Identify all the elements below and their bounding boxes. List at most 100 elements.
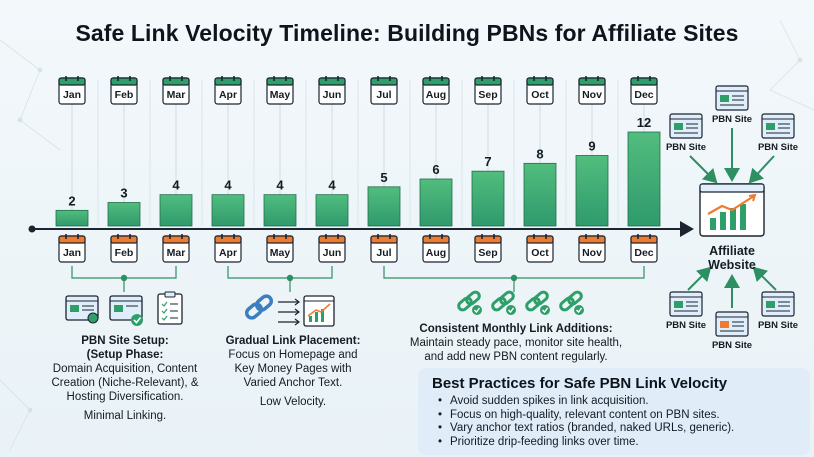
phase-gradual-line: Key Money Pages with bbox=[234, 363, 352, 375]
bar bbox=[419, 178, 453, 227]
bottom-calendar-icon: Jan bbox=[58, 234, 86, 263]
phase-setup-title: PBN Site Setup: bbox=[81, 335, 169, 347]
best-practice-item: Focus on high-quality, relevant content … bbox=[438, 409, 734, 423]
phase-gradual-line: Varied Anchor Text. bbox=[243, 377, 343, 389]
link-arrow bbox=[748, 155, 775, 184]
phase-setup-line: Creation (Niche-Relevant), & bbox=[51, 377, 199, 389]
top-calendar-icon: Feb bbox=[110, 76, 138, 105]
bar bbox=[55, 209, 89, 227]
bar bbox=[471, 170, 505, 227]
month-label: Feb bbox=[115, 247, 134, 259]
month-label: Jun bbox=[323, 89, 342, 101]
month-label: Mar bbox=[167, 89, 186, 101]
bottom-calendar-icon: Nov bbox=[578, 234, 606, 263]
checklist-icon bbox=[157, 291, 183, 325]
month-label: Apr bbox=[219, 247, 237, 259]
phase-gradual-line: Focus on Homepage and bbox=[228, 349, 358, 361]
bar-value-label: 12 bbox=[637, 115, 651, 130]
bar bbox=[367, 186, 401, 227]
pbn-site: PBN Site bbox=[712, 311, 752, 351]
month-label: Aug bbox=[426, 89, 446, 101]
month-label: Mar bbox=[167, 247, 186, 259]
month-label: Jun bbox=[323, 247, 342, 259]
phase-consistent-line: and add new PBN content regularly. bbox=[424, 351, 608, 363]
bar-value-label: 4 bbox=[328, 178, 336, 193]
bar-value-label: 2 bbox=[68, 193, 75, 208]
link-arrow bbox=[752, 266, 777, 291]
bar-series: 2 3 4 4 4 4 5 6 7 8 9 12 bbox=[55, 115, 661, 227]
setup-icons bbox=[65, 291, 183, 326]
top-calendar-icon: Dec bbox=[630, 76, 658, 105]
timeline-start-dot bbox=[28, 225, 36, 233]
arrows-icon bbox=[278, 298, 300, 326]
chain-check-icon bbox=[491, 290, 516, 315]
month-label: Dec bbox=[634, 89, 653, 101]
chain-check-icon bbox=[525, 290, 550, 315]
month-label: Apr bbox=[219, 89, 237, 101]
pbn-site: PBN Site bbox=[758, 113, 798, 153]
bottom-calendar-row: Jan Feb Mar Apr May Jun Jul Aug Sep Oct Nov Dec bbox=[58, 234, 658, 263]
top-calendar-icon: Jul bbox=[370, 76, 398, 105]
link-arrow bbox=[689, 155, 718, 184]
month-label: Dec bbox=[634, 247, 653, 259]
background-network bbox=[0, 19, 814, 451]
bar-value-label: 3 bbox=[120, 186, 127, 201]
bar-value-label: 8 bbox=[536, 146, 543, 161]
top-calendar-icon: Aug bbox=[422, 76, 450, 105]
top-calendar-icon: Mar bbox=[162, 76, 190, 105]
month-label: Nov bbox=[582, 89, 602, 101]
bar bbox=[159, 194, 193, 227]
top-calendar-icon: May bbox=[266, 76, 294, 105]
phase-gradual-note: Low Velocity. bbox=[259, 396, 327, 408]
month-label: Oct bbox=[531, 89, 549, 101]
bottom-calendar-icon: Sep bbox=[474, 234, 502, 263]
top-calendar-icon: Nov bbox=[578, 76, 606, 105]
phase-setup-line: Domain Acquisition, Content bbox=[52, 363, 198, 375]
bar-value-label: 5 bbox=[380, 170, 387, 185]
bar bbox=[523, 162, 557, 227]
bar bbox=[263, 194, 297, 227]
month-label: Jul bbox=[376, 247, 391, 259]
month-label: Feb bbox=[115, 89, 134, 101]
checked-page-icon bbox=[109, 295, 143, 326]
month-label: May bbox=[270, 89, 291, 101]
chain-link-icon bbox=[244, 294, 274, 320]
pbn-site-label: PBN Site bbox=[666, 320, 706, 331]
phase-setup-subtitle: (Setup Phase: bbox=[86, 349, 164, 361]
phase-dot bbox=[510, 274, 518, 282]
pbn-site-label: PBN Site bbox=[712, 114, 752, 125]
phase-setup: PBN Site Setup: (Setup Phase: Domain Acq… bbox=[20, 334, 230, 423]
consistent-link-icons bbox=[457, 290, 584, 315]
best-practice-item: Vary anchor text ratios (branded, naked … bbox=[438, 422, 734, 436]
phase-gradual-title: Gradual Link Placement: bbox=[225, 335, 361, 347]
month-label: Jul bbox=[376, 89, 391, 101]
affiliate-website-icon bbox=[699, 183, 765, 237]
link-placement-icons bbox=[244, 294, 335, 327]
phase-dot bbox=[286, 274, 294, 282]
pbn-site-label: PBN Site bbox=[666, 142, 706, 153]
phase-consistent-title: Consistent Monthly Link Additions: bbox=[419, 323, 613, 335]
bar bbox=[627, 131, 661, 227]
bar-value-label: 9 bbox=[588, 139, 595, 154]
phase-setup-line: Hosting Diversification. bbox=[66, 391, 184, 403]
month-label: Aug bbox=[426, 247, 446, 259]
pbn-site: PBN Site bbox=[666, 291, 706, 331]
best-practices-title: Best Practices for Safe PBN Link Velocit… bbox=[432, 375, 728, 392]
bottom-calendar-icon: Dec bbox=[630, 234, 658, 263]
phase-consistent-line: Maintain steady pace, monitor site healt… bbox=[409, 337, 623, 349]
pbn-site: PBN Site bbox=[712, 85, 752, 125]
pbn-site-label: PBN Site bbox=[712, 340, 752, 351]
bar bbox=[315, 194, 349, 227]
pbn-site-label: PBN Site bbox=[758, 320, 798, 331]
bar bbox=[107, 202, 141, 227]
month-label: Oct bbox=[531, 247, 549, 259]
chain-check-icon bbox=[457, 290, 482, 315]
phase-bracket bbox=[227, 266, 333, 279]
top-calendar-icon: Apr bbox=[214, 76, 242, 105]
bottom-calendar-icon: Feb bbox=[110, 234, 138, 263]
bottom-calendar-icon: Oct bbox=[526, 234, 554, 263]
month-label: Sep bbox=[478, 247, 497, 259]
best-practices-card: Best Practices for Safe PBN Link Velocit… bbox=[418, 368, 810, 455]
phase-gradual: Gradual Link Placement: Focus on Homepag… bbox=[198, 334, 388, 409]
